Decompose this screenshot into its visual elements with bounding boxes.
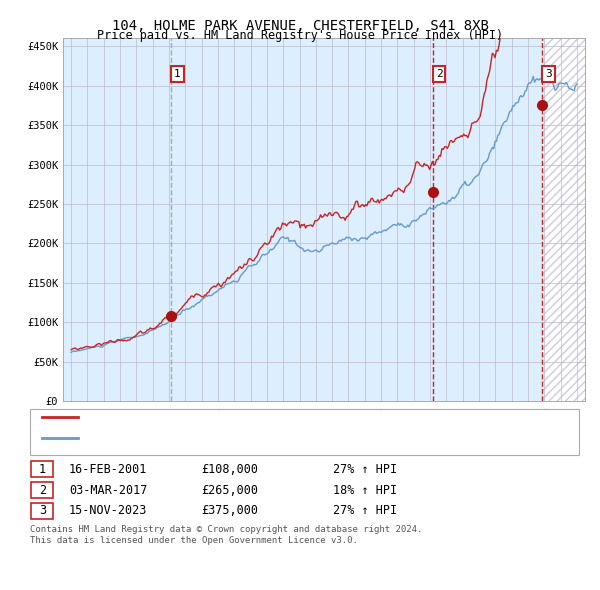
- Text: 03-MAR-2017: 03-MAR-2017: [69, 484, 148, 497]
- Text: £108,000: £108,000: [201, 463, 258, 476]
- Text: 1: 1: [174, 69, 181, 79]
- Text: Price paid vs. HM Land Registry's House Price Index (HPI): Price paid vs. HM Land Registry's House …: [97, 30, 503, 42]
- Text: 104, HOLME PARK AVENUE, CHESTERFIELD, S41 8XB: 104, HOLME PARK AVENUE, CHESTERFIELD, S4…: [112, 19, 488, 33]
- Bar: [63, 38, 542, 401]
- Text: Contains HM Land Registry data © Crown copyright and database right 2024.: Contains HM Land Registry data © Crown c…: [30, 525, 422, 534]
- Text: 3: 3: [545, 69, 552, 79]
- Text: 27% ↑ HPI: 27% ↑ HPI: [333, 504, 397, 517]
- Text: 104, HOLME PARK AVENUE, CHESTERFIELD, S41 8XB (detached house): 104, HOLME PARK AVENUE, CHESTERFIELD, S4…: [81, 412, 469, 422]
- Text: 2: 2: [436, 69, 443, 79]
- Text: This data is licensed under the Open Government Licence v3.0.: This data is licensed under the Open Gov…: [30, 536, 358, 545]
- Text: 27% ↑ HPI: 27% ↑ HPI: [333, 463, 397, 476]
- Text: HPI: Average price, detached house, Chesterfield: HPI: Average price, detached house, Ches…: [81, 434, 381, 443]
- Text: 18% ↑ HPI: 18% ↑ HPI: [333, 484, 397, 497]
- Bar: [542, 38, 600, 401]
- Text: 2: 2: [39, 484, 46, 497]
- Text: 3: 3: [39, 504, 46, 517]
- Text: £375,000: £375,000: [201, 504, 258, 517]
- Text: 16-FEB-2001: 16-FEB-2001: [69, 463, 148, 476]
- Text: 1: 1: [39, 463, 46, 476]
- Text: 15-NOV-2023: 15-NOV-2023: [69, 504, 148, 517]
- Bar: [542, 38, 600, 401]
- Text: £265,000: £265,000: [201, 484, 258, 497]
